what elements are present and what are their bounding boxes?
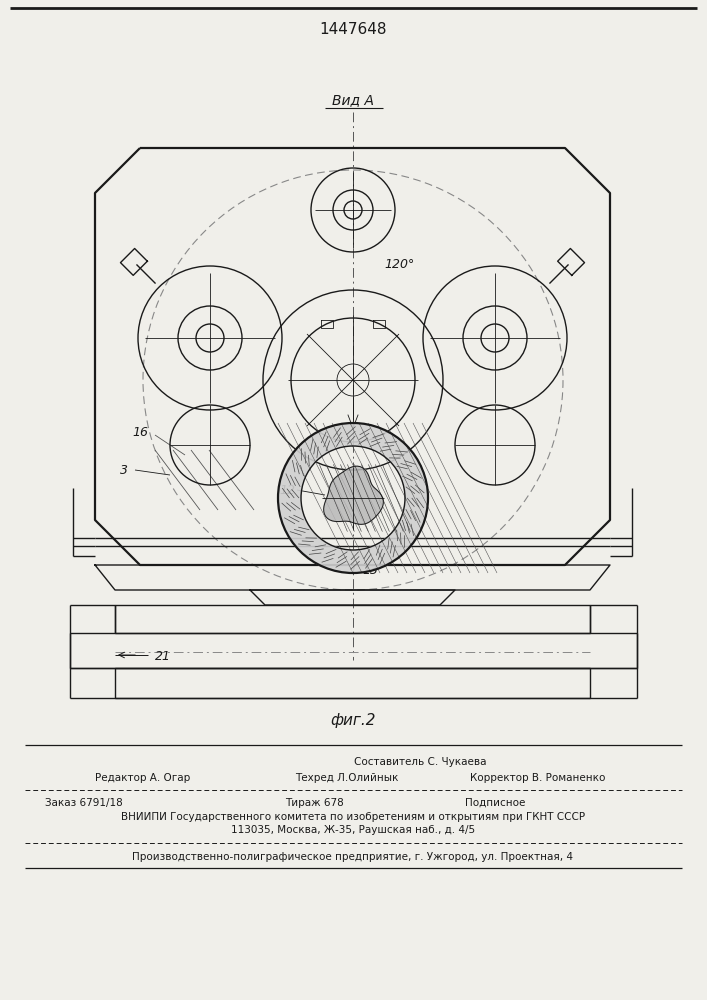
Text: Составитель С. Чукаева: Составитель С. Чукаева bbox=[354, 757, 486, 767]
Text: Производственно-полиграфическое предприятие, г. Ужгород, ул. Проектная, 4: Производственно-полиграфическое предприя… bbox=[132, 852, 573, 862]
Text: 3: 3 bbox=[120, 464, 128, 477]
Text: Корректор В. Романенко: Корректор В. Романенко bbox=[470, 773, 605, 783]
Text: 13: 13 bbox=[362, 564, 378, 576]
Text: Тираж 678: Тираж 678 bbox=[285, 798, 344, 808]
Text: 120°: 120° bbox=[385, 258, 415, 271]
Text: 12: 12 bbox=[279, 484, 295, 496]
Text: Вид А: Вид А bbox=[332, 93, 374, 107]
Text: Подписное: Подписное bbox=[465, 798, 525, 808]
Text: Техред Л.Олийнык: Техред Л.Олийнык bbox=[295, 773, 398, 783]
Text: Заказ 6791/18: Заказ 6791/18 bbox=[45, 798, 123, 808]
Text: 16: 16 bbox=[132, 426, 148, 438]
Text: 113035, Москва, Ж-35, Раушская наб., д. 4/5: 113035, Москва, Ж-35, Раушская наб., д. … bbox=[231, 825, 475, 835]
Polygon shape bbox=[324, 466, 383, 524]
Polygon shape bbox=[278, 423, 428, 573]
Bar bbox=[115, 668, 590, 698]
Text: 1447648: 1447648 bbox=[320, 22, 387, 37]
Text: Редактор А. Огар: Редактор А. Огар bbox=[95, 773, 190, 783]
Bar bbox=[70, 633, 637, 668]
Text: ВНИИПИ Государственного комитета по изобретениям и открытиям при ГКНТ СССР: ВНИИПИ Государственного комитета по изоб… bbox=[121, 812, 585, 822]
Bar bbox=[115, 605, 590, 633]
Text: 21: 21 bbox=[155, 650, 171, 664]
Text: фиг.2: фиг.2 bbox=[330, 712, 375, 728]
